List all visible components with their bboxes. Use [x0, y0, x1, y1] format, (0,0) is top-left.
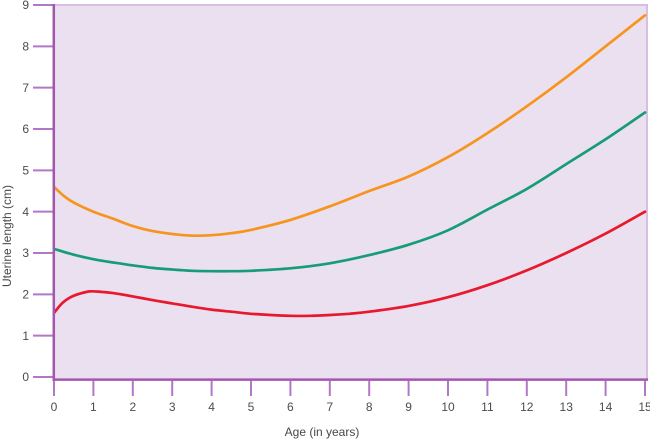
- y-tick-label: 5: [22, 164, 29, 178]
- y-axis-title: Uterine length (cm): [0, 185, 14, 287]
- x-tick-label: 11: [481, 400, 494, 414]
- y-tick-label: 0: [22, 370, 29, 384]
- x-tick-label: 4: [208, 400, 215, 414]
- y-tick-label: 6: [22, 122, 29, 136]
- y-tick-label: 1: [22, 329, 29, 343]
- y-tick-label: 3: [22, 246, 29, 260]
- x-tick-label: 7: [326, 400, 333, 414]
- y-tick-label: 9: [22, 0, 29, 12]
- x-tick-label: 1: [90, 400, 97, 414]
- y-tick-label: 2: [22, 288, 29, 302]
- x-tick-label: 12: [520, 400, 534, 414]
- x-tick-label: 0: [51, 400, 58, 414]
- x-axis-title: Age (in years): [285, 425, 360, 439]
- x-tick-label: 2: [129, 400, 136, 414]
- x-tick-label: 14: [599, 400, 613, 414]
- x-tick-label: 8: [366, 400, 373, 414]
- x-tick-label: 3: [169, 400, 176, 414]
- x-tick-label: 9: [405, 400, 412, 414]
- series-lower-curve: [52, 210, 647, 318]
- series-upper-curve: [52, 13, 647, 238]
- plot-area: [53, 4, 648, 380]
- y-tick-label: 7: [22, 81, 29, 95]
- x-tick-label: 10: [441, 400, 455, 414]
- y-tick-label: 4: [22, 205, 29, 219]
- curves: [52, 13, 647, 318]
- x-tick-label: 5: [248, 400, 255, 414]
- x-tick-label: 6: [287, 400, 294, 414]
- x-tick-label: 13: [560, 400, 574, 414]
- y-tick-label: 8: [22, 40, 29, 54]
- x-tick-label: 15: [638, 400, 650, 414]
- series-middle-curve: [52, 111, 647, 273]
